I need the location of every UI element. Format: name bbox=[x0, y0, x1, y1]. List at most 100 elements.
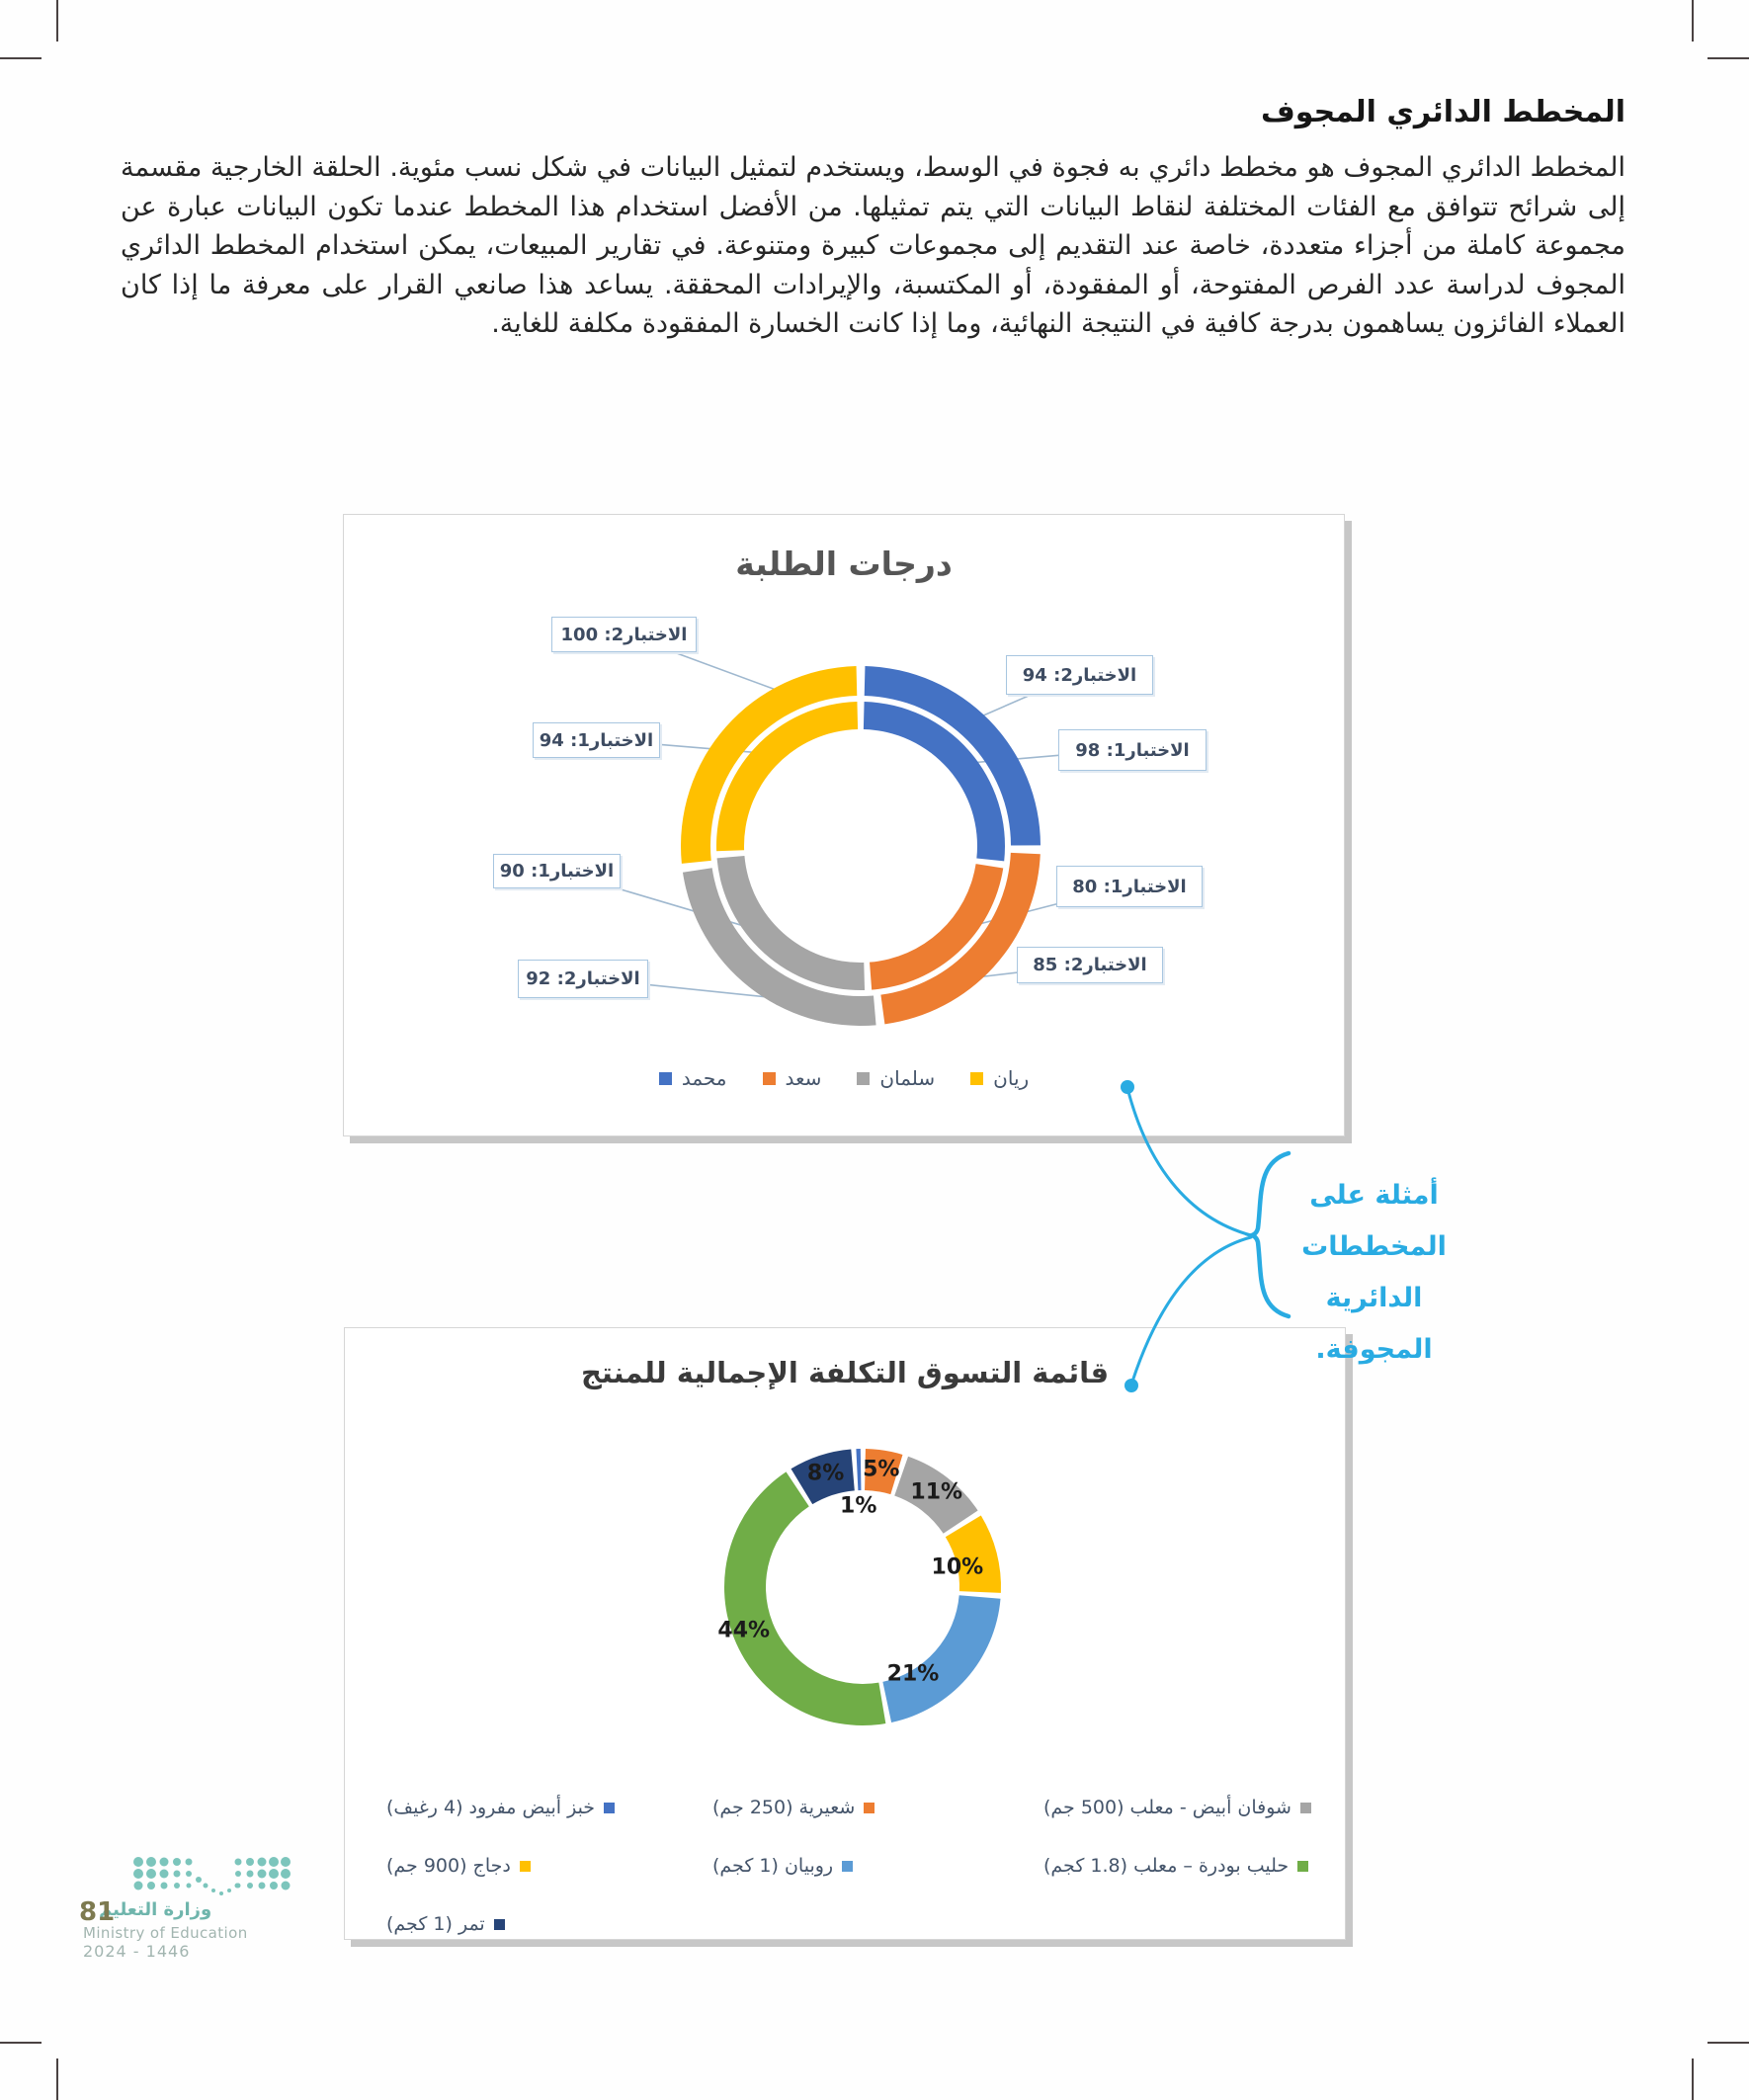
legend-label: روبيان (1 كجم) bbox=[712, 1855, 834, 1877]
logo-dot bbox=[185, 1858, 193, 1866]
logo-dot bbox=[186, 1883, 192, 1889]
legend-item: خبز أبيض مفرود (4 رغيف) bbox=[386, 1797, 616, 1818]
donut-slice bbox=[716, 702, 859, 852]
chart-title: درجات الطلبة bbox=[735, 545, 953, 583]
logo-dot bbox=[281, 1881, 291, 1890]
legend-item: روبيان (1 كجم) bbox=[712, 1855, 854, 1877]
logo-dot bbox=[219, 1891, 223, 1895]
legend-item: ريان bbox=[970, 1066, 1029, 1090]
logo-dot bbox=[269, 1869, 279, 1879]
chart-legend: شوفان أبيض - معلب (500 جم) شعيرية (250 جم… bbox=[345, 1328, 1345, 1939]
data-label: الاختبار1: 90 bbox=[493, 854, 621, 888]
callout-note: أمثلة على المخططات الدائرية المجوفة. bbox=[1268, 1170, 1480, 1376]
logo-dot bbox=[281, 1869, 291, 1879]
data-labels-layer: الاختبار2: 100 الاختبار1: 94 الاختبار1: 90… bbox=[344, 515, 1344, 1135]
legend-label: تمر (1 كجم) bbox=[386, 1913, 485, 1935]
legend-marker bbox=[864, 1802, 875, 1813]
donut-slice bbox=[682, 868, 876, 1026]
logo-dot bbox=[211, 1889, 215, 1892]
logo-dot bbox=[227, 1889, 231, 1892]
legend-item: سعد bbox=[762, 1066, 821, 1090]
logo-dot bbox=[270, 1882, 278, 1890]
legend-item: شوفان أبيض - معلب (500 جم) bbox=[1043, 1797, 1311, 1818]
percent-label: 5% bbox=[863, 1457, 900, 1482]
student-grades-chart: درجات الطلبة الاختبار2: 100 الاختبار1: 94… bbox=[343, 514, 1345, 1136]
ministry-logo-arabic: وزارة التعليم bbox=[99, 1899, 212, 1920]
shopping-cost-chart: قائمة التسوق التكلفة الإجمالية للمنتج 5%… bbox=[344, 1327, 1346, 1940]
crop-mark bbox=[0, 57, 42, 59]
legend-item: دجاج (900 جم) bbox=[386, 1855, 531, 1877]
donut-slice bbox=[681, 666, 858, 864]
data-label: الاختبار2: 85 bbox=[1017, 947, 1163, 983]
legend-marker bbox=[604, 1802, 616, 1813]
data-label: الاختبار2: 100 bbox=[551, 617, 697, 652]
donut-slice bbox=[791, 1449, 855, 1505]
logo-dot bbox=[258, 1882, 266, 1890]
logo-dot bbox=[133, 1857, 143, 1867]
ministry-logo-years: 2024 - 1446 bbox=[83, 1942, 191, 1961]
page-title: المخطط الدائري المجوف bbox=[1260, 95, 1625, 129]
percent-label: 21% bbox=[886, 1661, 940, 1687]
crop-mark bbox=[1692, 2058, 1694, 2100]
logo-dot bbox=[246, 1870, 254, 1878]
logo-dot bbox=[133, 1869, 143, 1879]
donut-slice bbox=[716, 856, 866, 990]
logo-dot bbox=[257, 1857, 267, 1867]
logo-dot bbox=[281, 1857, 291, 1867]
percent-label: 1% bbox=[840, 1493, 877, 1519]
donut-slice bbox=[894, 1456, 978, 1534]
data-label: الاختبار1: 98 bbox=[1058, 729, 1207, 771]
legend-item: تمر (1 كجم) bbox=[386, 1913, 505, 1935]
donut-slice bbox=[945, 1515, 1001, 1593]
logo-dot bbox=[247, 1883, 253, 1889]
legend-marker bbox=[857, 1071, 871, 1085]
crop-mark bbox=[1707, 2042, 1749, 2044]
chart-title: قائمة التسوق التكلفة الإجمالية للمنتج bbox=[580, 1356, 1110, 1389]
legend-label: ريان bbox=[993, 1066, 1030, 1090]
legend-item: سلمان bbox=[857, 1066, 935, 1090]
legend-item: محمد bbox=[658, 1066, 727, 1090]
crop-mark bbox=[0, 2042, 42, 2044]
intro-paragraph: المخطط الدائري المجوف هو مخطط دائري به ف… bbox=[121, 152, 1625, 339]
percent-label: 44% bbox=[717, 1618, 771, 1643]
donut-slice bbox=[723, 1471, 886, 1725]
logo-dot bbox=[196, 1877, 202, 1883]
ministry-logo-english: Ministry of Education bbox=[83, 1924, 248, 1942]
donut-slice bbox=[864, 666, 1041, 846]
donut-slice bbox=[870, 864, 1004, 990]
logo-dot bbox=[269, 1857, 279, 1867]
crop-mark bbox=[56, 2058, 58, 2100]
doughnut-chart bbox=[723, 1449, 1001, 1725]
logo-dot bbox=[257, 1869, 267, 1879]
logo-dot bbox=[203, 1883, 208, 1889]
donut-slice bbox=[863, 702, 1005, 862]
legend-item: شعيرية (250 جم) bbox=[712, 1797, 875, 1818]
logo-dot bbox=[174, 1883, 180, 1889]
logo-dot bbox=[146, 1869, 156, 1879]
percent-label: 11% bbox=[910, 1479, 963, 1505]
data-label: الاختبار2: 92 bbox=[518, 960, 648, 998]
legend-marker bbox=[970, 1071, 984, 1085]
logo-dot bbox=[160, 1882, 168, 1890]
donut-slice bbox=[882, 1595, 1001, 1722]
percent-labels-layer: 5% 11% 10% 21% 44% 8% 1% bbox=[345, 1328, 1345, 1939]
ministry-logo-dots bbox=[133, 1857, 291, 1895]
legend-marker bbox=[1297, 1860, 1309, 1872]
logo-dot bbox=[173, 1870, 181, 1878]
logo-dot bbox=[246, 1858, 254, 1866]
data-label: الاختبار2: 94 bbox=[1006, 655, 1153, 695]
logo-dot bbox=[133, 1881, 143, 1890]
logo-dot bbox=[186, 1871, 192, 1877]
donut-slice bbox=[865, 1449, 903, 1495]
legend-label: خبز أبيض مفرود (4 رغيف) bbox=[386, 1797, 596, 1818]
chart-legend: ريان سلمان سعد محمد bbox=[344, 1066, 1344, 1090]
donut-slice bbox=[880, 852, 1041, 1025]
legend-label: دجاج (900 جم) bbox=[386, 1855, 511, 1877]
logo-dot bbox=[173, 1858, 181, 1866]
legend-marker bbox=[1299, 1802, 1311, 1813]
legend-marker bbox=[842, 1860, 854, 1872]
legend-label: شعيرية (250 جم) bbox=[712, 1797, 856, 1818]
legend-marker bbox=[658, 1071, 672, 1085]
callout-note-line: أمثلة على المخططات bbox=[1301, 1180, 1447, 1262]
